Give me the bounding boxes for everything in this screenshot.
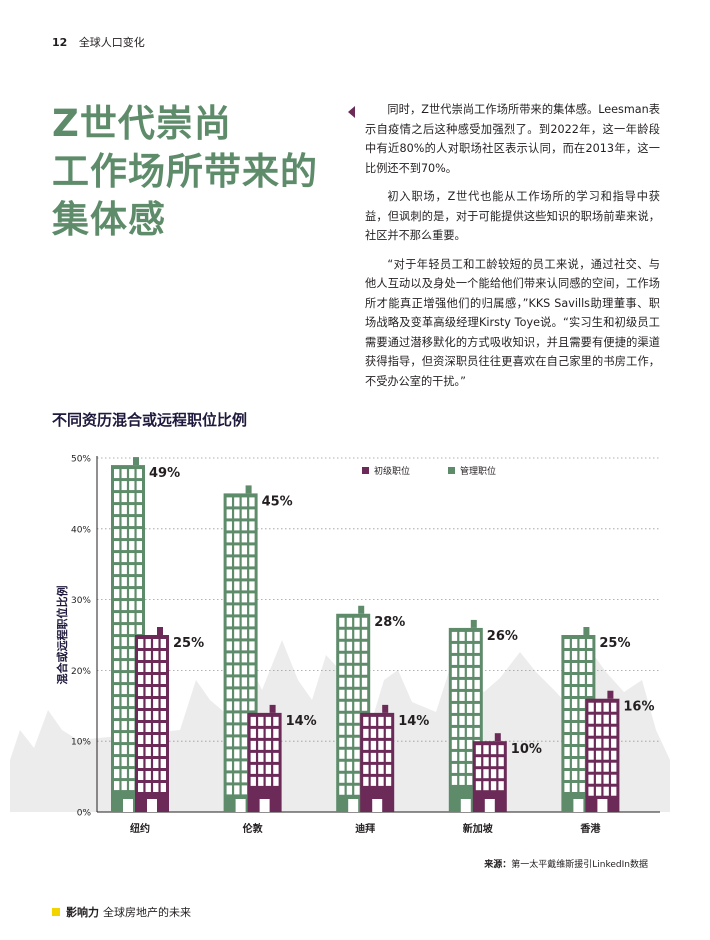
footer-square-icon [52,908,60,916]
title-line-3: 集体感 [52,198,166,241]
data-label-manager: 25% [599,636,630,651]
bar-junior-1 [247,704,282,812]
y-tick-label: 10% [71,738,91,748]
paragraph-3: “对于年轻员工和工龄较短的员工来说，通过社交、与他人互动以及身处一个能给他们带来… [365,257,660,388]
article-body: 同时，Z世代崇尚工作场所带来的集体感。Leesman表示自疫情之后这种感受加强烈… [365,100,660,400]
section-title: 全球人口变化 [78,36,145,49]
data-label-manager: 26% [487,629,518,644]
data-label-junior: 16% [623,700,654,715]
x-tick-label: 伦敦 [243,822,264,835]
data-label-junior: 14% [286,714,317,729]
y-tick-label: 0% [77,809,92,819]
legend-swatch-junior [362,467,369,474]
bar-junior-4 [585,690,620,812]
footer-brand: 影响力 [66,906,99,919]
page-footer: 影响力 全球房地产的未来 [52,904,191,920]
legend-label-manager: 管理职位 [460,465,496,477]
chart-title: 不同资历混合或远程职位比例 [52,411,248,429]
x-tick-label: 纽约 [130,822,150,835]
data-label-manager: 45% [262,494,293,509]
data-label-junior: 14% [398,714,429,729]
data-label-manager: 49% [149,466,180,481]
source-text: 第一太平戴维斯援引LinkedIn数据 [511,860,648,870]
page-header: 12 全球人口变化 [52,34,145,50]
paragraph-marker-icon [348,106,355,118]
y-axis-label: 混合或远程职位比例 [55,586,69,685]
source-note: 来源：第一太平戴维斯援引LinkedIn数据 [0,857,648,870]
title-line-1: Z世代崇尚 [52,102,232,145]
y-tick-label: 40% [71,525,91,535]
title-line-2: 工作场所带来的 [52,150,318,193]
paragraph-1: 同时，Z世代崇尚工作场所带来的集体感。Leesman表示自疫情之后这种感受加强烈… [365,103,660,175]
legend-swatch-manager [448,467,455,474]
source-label: 来源： [484,860,512,870]
bar-manager-1 [223,485,258,812]
paragraph-2: 初入职场，Z世代也能从工作场所的学习和指导中获益，但讽刺的是，对于可能提供这些知… [365,190,660,242]
bar-junior-2 [360,704,395,812]
bar-junior-3 [472,733,507,812]
y-tick-label: 30% [71,596,91,606]
footer-text: 全球房地产的未来 [103,906,191,919]
data-label-manager: 28% [374,615,405,630]
x-tick-label: 香港 [580,822,601,835]
y-tick-label: 20% [71,667,91,677]
bar-chart: 0% 10% 20% 30% 40% 50% 混合或远程职位比例 49% 25% 纽约 45% 14%… [10,455,670,835]
page-number: 12 [52,36,68,49]
legend-label-junior: 初级职位 [374,465,410,477]
x-tick-label: 迪拜 [355,822,375,835]
data-label-junior: 25% [173,636,204,651]
data-label-junior: 10% [511,742,542,757]
y-tick-label: 50% [71,455,91,465]
article-title: Z世代崇尚 工作场所带来的 集体感 [52,100,352,244]
bar-junior-0 [135,627,169,812]
x-tick-label: 新加坡 [463,822,494,835]
